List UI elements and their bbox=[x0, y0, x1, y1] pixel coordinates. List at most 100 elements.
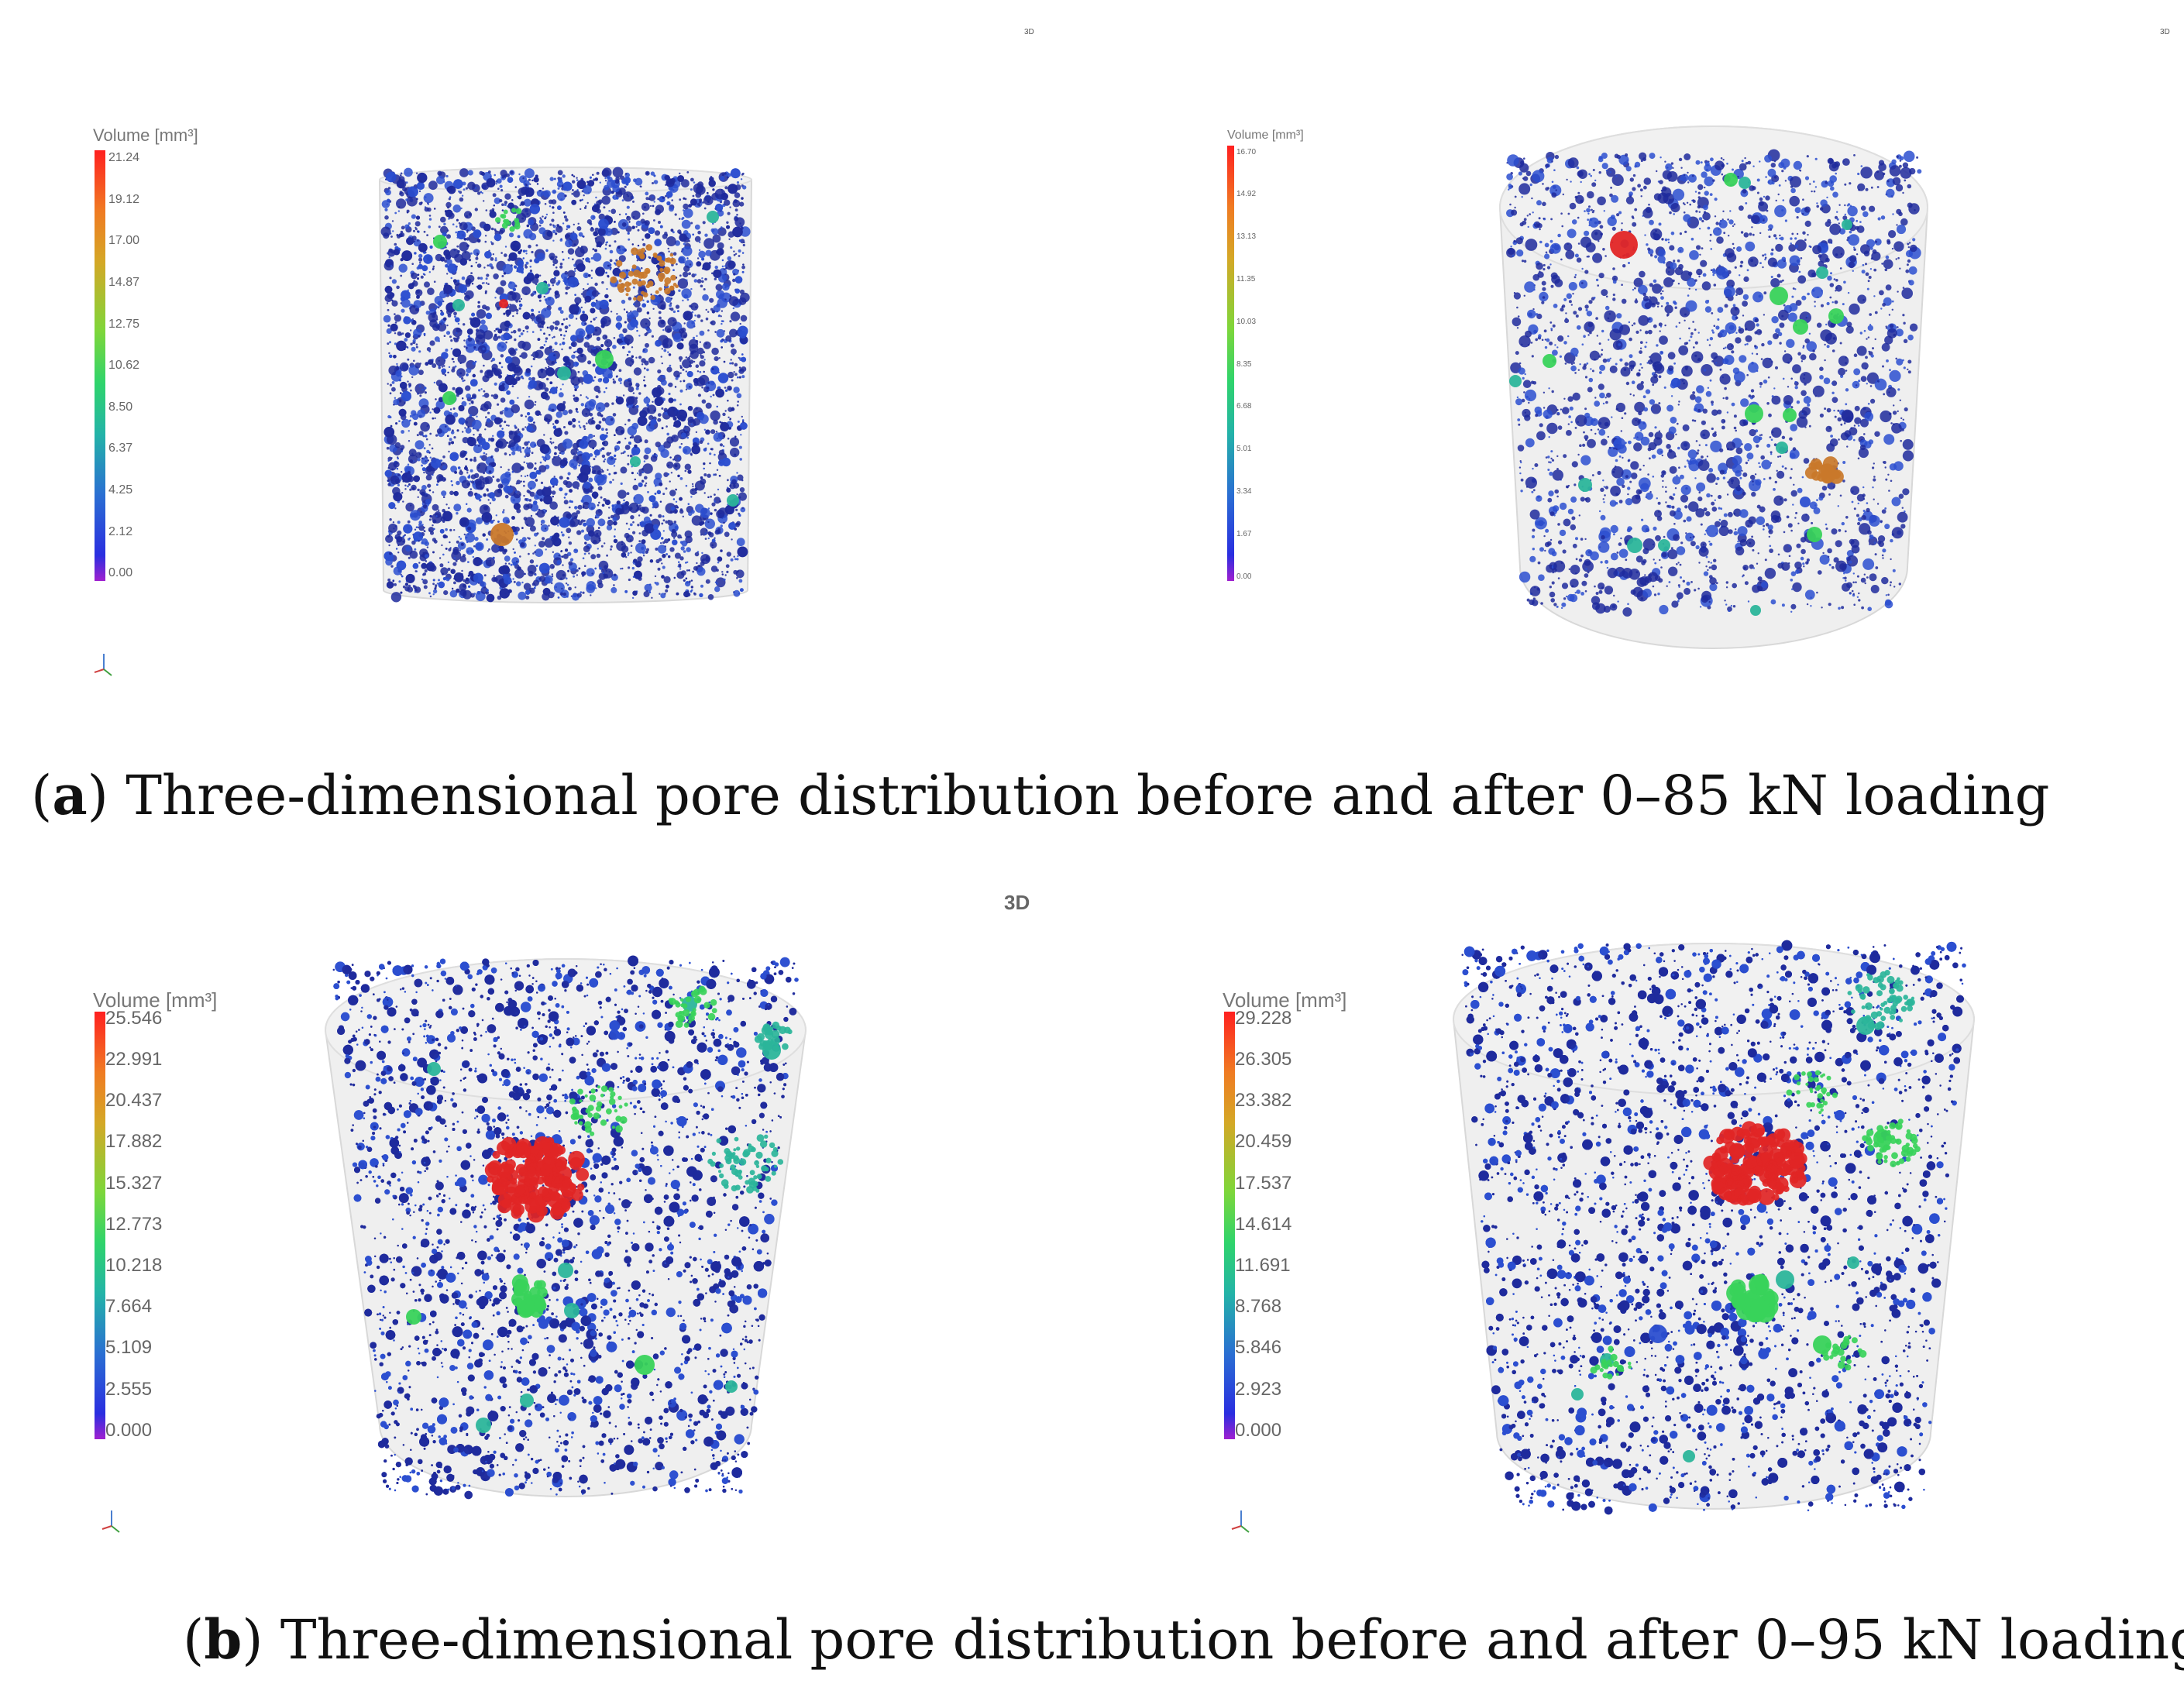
pore bbox=[387, 479, 390, 483]
pore bbox=[459, 450, 467, 457]
pore bbox=[662, 519, 666, 522]
pore bbox=[477, 304, 481, 308]
pore bbox=[642, 350, 645, 353]
pore bbox=[642, 463, 653, 474]
pore bbox=[565, 583, 568, 585]
pore bbox=[700, 284, 703, 288]
pore bbox=[607, 264, 610, 267]
pore bbox=[438, 581, 445, 589]
pore bbox=[428, 271, 431, 273]
pore bbox=[400, 274, 403, 277]
pore bbox=[421, 485, 427, 490]
pore bbox=[545, 249, 549, 253]
pore bbox=[476, 415, 478, 418]
pore bbox=[724, 172, 727, 175]
pore bbox=[418, 562, 421, 564]
pore bbox=[586, 201, 589, 204]
pore bbox=[449, 335, 452, 339]
pore bbox=[714, 493, 716, 496]
pore bbox=[626, 215, 629, 218]
pore bbox=[631, 596, 635, 600]
pore bbox=[686, 279, 688, 281]
pore bbox=[397, 544, 400, 546]
pore bbox=[738, 325, 748, 336]
pore bbox=[432, 583, 435, 586]
pore bbox=[449, 528, 452, 532]
pore bbox=[426, 234, 428, 236]
pore bbox=[699, 440, 703, 445]
pore bbox=[518, 173, 521, 176]
pore bbox=[600, 434, 607, 441]
pore bbox=[564, 194, 567, 198]
pore bbox=[533, 421, 535, 424]
pore bbox=[571, 341, 577, 348]
pore bbox=[453, 315, 456, 318]
pore bbox=[385, 534, 394, 543]
pore bbox=[683, 203, 689, 210]
pore bbox=[639, 438, 642, 442]
pore bbox=[636, 329, 638, 332]
pore bbox=[520, 475, 523, 477]
pore bbox=[516, 538, 518, 541]
pore bbox=[728, 296, 739, 306]
pore bbox=[565, 286, 569, 290]
pore bbox=[733, 569, 738, 575]
pore bbox=[560, 531, 563, 534]
pore bbox=[692, 336, 696, 339]
pore bbox=[742, 263, 745, 266]
pore bbox=[433, 528, 435, 531]
pore bbox=[670, 177, 676, 184]
pore bbox=[563, 215, 567, 219]
pore bbox=[659, 593, 661, 595]
pore bbox=[737, 570, 739, 572]
pore bbox=[542, 215, 544, 218]
pore bbox=[393, 461, 400, 468]
pore bbox=[604, 542, 606, 545]
pore bbox=[390, 323, 398, 332]
pore bbox=[463, 188, 466, 191]
pore bbox=[628, 382, 633, 387]
pore bbox=[390, 235, 393, 238]
pore bbox=[543, 495, 553, 505]
pore bbox=[580, 293, 583, 295]
pore bbox=[404, 332, 411, 339]
pore bbox=[583, 373, 593, 384]
pore bbox=[479, 336, 483, 340]
pore bbox=[620, 508, 623, 511]
pore bbox=[497, 548, 500, 551]
pore bbox=[667, 473, 669, 476]
pore bbox=[739, 322, 741, 325]
pore bbox=[452, 387, 456, 390]
pore bbox=[615, 396, 624, 405]
pore bbox=[714, 453, 716, 456]
pore bbox=[520, 297, 523, 301]
pore bbox=[696, 567, 706, 576]
pore bbox=[446, 273, 449, 275]
pore bbox=[724, 265, 727, 267]
pore bbox=[463, 323, 466, 326]
pore bbox=[611, 402, 614, 405]
pore bbox=[668, 250, 670, 253]
pore bbox=[685, 577, 688, 580]
pore bbox=[408, 440, 411, 442]
pore bbox=[696, 411, 705, 420]
pore bbox=[693, 279, 698, 283]
pore bbox=[413, 328, 422, 338]
pore bbox=[562, 222, 565, 225]
pore bbox=[420, 275, 424, 279]
pore bbox=[588, 399, 597, 407]
pore bbox=[569, 500, 572, 503]
pore bbox=[544, 538, 554, 548]
pore bbox=[385, 189, 391, 196]
pore bbox=[428, 527, 435, 533]
pore bbox=[614, 454, 617, 458]
pore bbox=[414, 589, 418, 592]
pore bbox=[602, 572, 605, 574]
pore bbox=[523, 484, 525, 487]
pore bbox=[587, 334, 590, 337]
pore bbox=[433, 280, 436, 284]
pore bbox=[567, 472, 571, 476]
pore bbox=[507, 347, 516, 355]
pore bbox=[440, 311, 445, 316]
pore bbox=[669, 480, 671, 483]
